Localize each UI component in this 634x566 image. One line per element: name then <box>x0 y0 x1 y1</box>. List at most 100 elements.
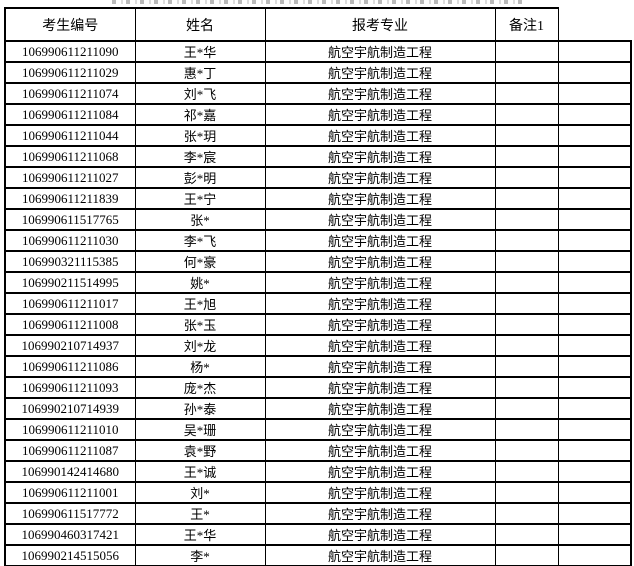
cell-extra <box>557 313 632 336</box>
clipped-title-remnant <box>112 0 522 4</box>
cell-name: 刘*龙 <box>134 334 266 357</box>
cell-note <box>494 124 559 147</box>
table-row: 106990611211001 刘* 航空宇航制造工程 <box>4 481 632 504</box>
table-row: 106990210714937 刘*龙 航空宇航制造工程 <box>4 334 632 357</box>
cell-extra <box>557 376 632 399</box>
cell-candidate-id: 106990611211027 <box>4 166 136 189</box>
table-row: 106990321115385 何*豪 航空宇航制造工程 <box>4 250 632 273</box>
cell-note <box>494 61 559 84</box>
cell-extra <box>557 418 632 441</box>
header-major: 报考专业 <box>264 7 496 42</box>
cell-note <box>494 481 559 504</box>
cell-name: 何*豪 <box>134 250 266 273</box>
cell-candidate-id: 106990611211093 <box>4 376 136 399</box>
table-row: 106990611211044 张*玥 航空宇航制造工程 <box>4 124 632 147</box>
cell-major: 航空宇航制造工程 <box>264 208 496 231</box>
cell-major: 航空宇航制造工程 <box>264 544 496 566</box>
cell-extra <box>557 439 632 462</box>
cell-note <box>494 313 559 336</box>
table-row: 106990611211030 李*飞 航空宇航制造工程 <box>4 229 632 252</box>
cell-name: 王* <box>134 502 266 525</box>
cell-major: 航空宇航制造工程 <box>264 124 496 147</box>
cell-candidate-id: 106990611211086 <box>4 355 136 378</box>
cell-major: 航空宇航制造工程 <box>264 40 496 63</box>
table-row: 106990611211086 杨* 航空宇航制造工程 <box>4 355 632 378</box>
cell-extra <box>557 124 632 147</box>
cell-candidate-id: 106990611211010 <box>4 418 136 441</box>
cell-note <box>494 208 559 231</box>
cell-major: 航空宇航制造工程 <box>264 292 496 315</box>
cell-name: 王*宁 <box>134 187 266 210</box>
cell-extra <box>557 103 632 126</box>
cell-major: 航空宇航制造工程 <box>264 250 496 273</box>
cell-note <box>494 292 559 315</box>
header-row: 考生编号 姓名 报考专业 备注1 <box>4 7 631 42</box>
cell-major: 航空宇航制造工程 <box>264 82 496 105</box>
table-row: 106990214515056 李* 航空宇航制造工程 <box>4 544 632 566</box>
cell-extra <box>557 208 632 231</box>
cell-candidate-id: 106990611211839 <box>4 187 136 210</box>
cell-note <box>494 523 559 546</box>
cell-extra <box>557 40 632 63</box>
cell-candidate-id: 106990611211008 <box>4 313 136 336</box>
table-row: 106990142414680 王*诚 航空宇航制造工程 <box>4 460 632 483</box>
cell-candidate-id: 106990611211087 <box>4 439 136 462</box>
table-row: 106990611211068 李*宸 航空宇航制造工程 <box>4 145 632 168</box>
header-candidate-id: 考生编号 <box>4 7 136 42</box>
cell-extra <box>557 271 632 294</box>
cell-candidate-id: 106990460317421 <box>4 523 136 546</box>
cell-candidate-id: 106990321115385 <box>4 250 136 273</box>
cell-major: 航空宇航制造工程 <box>264 145 496 168</box>
header-empty-area <box>558 8 631 41</box>
cell-name: 祁*嘉 <box>134 103 266 126</box>
cell-major: 航空宇航制造工程 <box>264 502 496 525</box>
cell-major: 航空宇航制造工程 <box>264 418 496 441</box>
cell-extra <box>557 481 632 504</box>
cell-major: 航空宇航制造工程 <box>264 103 496 126</box>
table-row: 106990611211093 庞*杰 航空宇航制造工程 <box>4 376 632 399</box>
cell-note <box>494 166 559 189</box>
table-row: 106990211514995 姚* 航空宇航制造工程 <box>4 271 632 294</box>
cell-major: 航空宇航制造工程 <box>264 166 496 189</box>
table-row: 106990611517765 张* 航空宇航制造工程 <box>4 208 632 231</box>
cell-name: 杨* <box>134 355 266 378</box>
cell-extra <box>557 82 632 105</box>
cell-name: 李*宸 <box>134 145 266 168</box>
table-row: 106990611211029 惠*丁 航空宇航制造工程 <box>4 61 632 84</box>
table-row: 106990611211090 王*华 航空宇航制造工程 <box>4 40 632 63</box>
cell-note <box>494 544 559 566</box>
cell-extra <box>557 544 632 566</box>
cell-name: 张* <box>134 208 266 231</box>
cell-note <box>494 355 559 378</box>
cell-candidate-id: 106990611517772 <box>4 502 136 525</box>
cell-note <box>494 187 559 210</box>
cell-note <box>494 460 559 483</box>
table-row: 106990460317421 王*华 航空宇航制造工程 <box>4 523 632 546</box>
table-row: 106990611211087 袁*野 航空宇航制造工程 <box>4 439 632 462</box>
cell-candidate-id: 106990611517765 <box>4 208 136 231</box>
cell-note <box>494 250 559 273</box>
header-name: 姓名 <box>134 7 266 42</box>
cell-note <box>494 439 559 462</box>
table-row: 106990611211839 王*宁 航空宇航制造工程 <box>4 187 632 210</box>
cell-name: 彭*明 <box>134 166 266 189</box>
cell-extra <box>557 145 632 168</box>
cell-note <box>494 145 559 168</box>
cell-name: 王*旭 <box>134 292 266 315</box>
cell-extra <box>557 460 632 483</box>
cell-candidate-id: 106990214515056 <box>4 544 136 566</box>
table-row: 106990611211008 张*玉 航空宇航制造工程 <box>4 313 632 336</box>
cell-major: 航空宇航制造工程 <box>264 355 496 378</box>
cell-extra <box>557 166 632 189</box>
cell-candidate-id: 106990611211084 <box>4 103 136 126</box>
cell-candidate-id: 106990142414680 <box>4 460 136 483</box>
cell-name: 李*飞 <box>134 229 266 252</box>
cell-candidate-id: 106990210714939 <box>4 397 136 420</box>
cell-name: 王*华 <box>134 40 266 63</box>
cell-note <box>494 271 559 294</box>
cell-note <box>494 502 559 525</box>
cell-extra <box>557 502 632 525</box>
cell-candidate-id: 106990611211090 <box>4 40 136 63</box>
cell-extra <box>557 397 632 420</box>
